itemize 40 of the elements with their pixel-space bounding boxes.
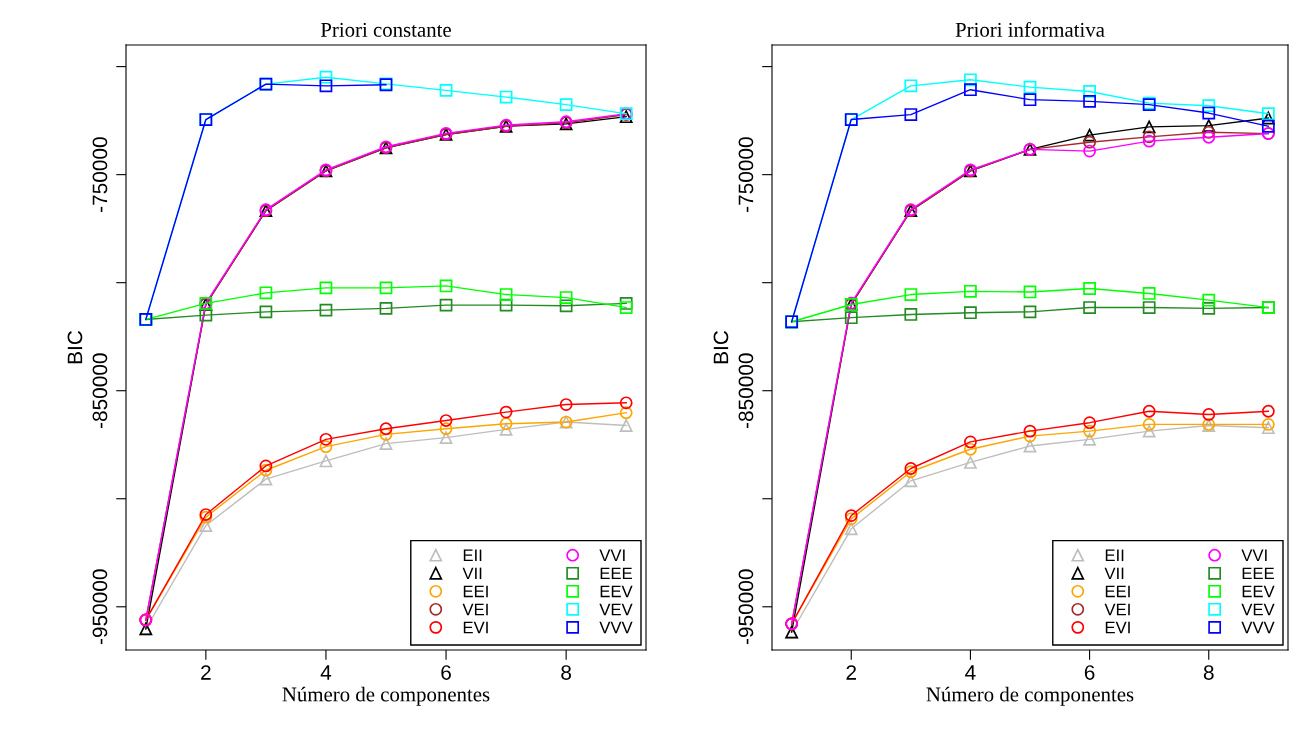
legend-label: VEI [462, 603, 488, 616]
legend-label: VVI [1241, 549, 1267, 562]
legend-label: VEV [599, 603, 633, 616]
x-tick-label: 4 [320, 665, 332, 680]
y-tick-label: -850000 [92, 353, 108, 429]
legend-label: VVV [1241, 621, 1275, 634]
x-tick-label: 2 [201, 665, 211, 680]
legend-label: EII [463, 549, 482, 562]
legend-label: EVI [463, 621, 488, 634]
legend-label: EEV [1242, 585, 1275, 598]
y-tick-label: -950000 [92, 569, 108, 645]
legend-label: VVV [599, 621, 633, 634]
legend-label: EII [1105, 549, 1124, 562]
x-tick-label: 6 [441, 665, 451, 680]
chart-title: Priori informativa [955, 22, 1105, 37]
y-tick-label: -750000 [738, 137, 754, 212]
legend-label: EVI [1105, 621, 1130, 634]
y-axis-title: BIC [713, 330, 729, 364]
x-axis-title: Número de componentes [926, 686, 1134, 706]
x-tick-label: 8 [561, 665, 572, 680]
y-tick-label: -750000 [92, 137, 108, 212]
x-axis-title: Número de componentes [282, 686, 490, 706]
legend-label: VEV [1241, 603, 1275, 616]
x-tick-label: 8 [1203, 665, 1214, 680]
legend-label: EEV [600, 585, 633, 598]
x-tick-label: 6 [1084, 665, 1095, 680]
legend-label: EEE [1242, 567, 1274, 580]
legend-label: VVI [599, 549, 625, 562]
legend-label: VII [462, 567, 482, 580]
legend-label: VEI [1104, 603, 1130, 616]
chart-title: Priori constante [320, 22, 451, 37]
legend-label: VII [1104, 567, 1124, 580]
y-tick-label: -850000 [738, 353, 754, 429]
x-tick-label: 4 [965, 665, 976, 680]
legend-label: EEI [463, 585, 488, 598]
legend-label: EEE [600, 567, 632, 580]
y-tick-label: -950000 [738, 569, 754, 645]
y-axis-title: BIC [67, 330, 83, 364]
x-tick-label: 2 [846, 665, 856, 680]
legend-label: EEI [1105, 585, 1130, 598]
